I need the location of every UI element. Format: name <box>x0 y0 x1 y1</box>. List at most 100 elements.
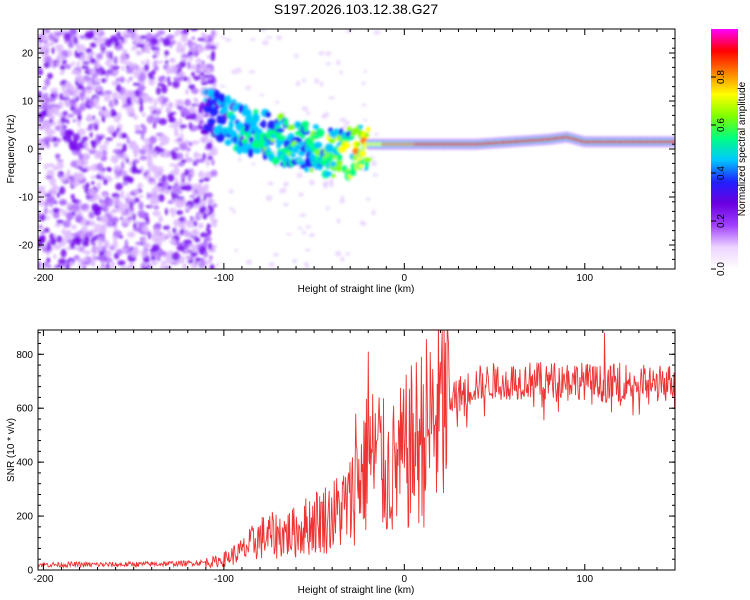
noise-blob <box>121 31 131 36</box>
noise-blob <box>93 205 102 211</box>
noise-blob <box>210 53 216 62</box>
noise-blob <box>93 96 99 105</box>
noise-blob <box>299 213 307 218</box>
noise-blob <box>61 84 66 92</box>
noise-blob <box>47 264 52 269</box>
noise-blob <box>179 142 188 151</box>
ridge-blob <box>324 143 334 153</box>
noise-blob <box>89 132 93 138</box>
noise-blob <box>268 261 275 268</box>
noise-blob <box>150 260 158 266</box>
noise-blob <box>38 185 46 190</box>
noise-blob <box>93 235 98 242</box>
noise-blob <box>371 209 376 216</box>
colorbar-gradient <box>711 29 738 269</box>
noise-blob <box>122 49 128 56</box>
noise-blob <box>185 254 192 261</box>
noise-blob <box>100 70 107 75</box>
noise-blob <box>110 64 114 74</box>
noise-blob <box>76 74 83 78</box>
noise-blob <box>46 242 51 251</box>
noise-blob <box>71 232 80 238</box>
noise-blob <box>113 230 122 238</box>
noise-blob <box>81 217 88 226</box>
colorbar-ticks: 0.0 0.2 0.4 0.6 0.8 <box>711 70 727 276</box>
noise-blob <box>286 232 293 236</box>
noise-blob <box>139 86 144 96</box>
noise-blob <box>117 130 122 139</box>
noise-blob <box>90 175 97 179</box>
noise-blob <box>106 50 110 59</box>
spectrogram-xtick-label: -100 <box>214 273 234 284</box>
noise-blob <box>56 161 64 170</box>
noise-blob <box>188 84 196 90</box>
noise-blob <box>158 118 168 126</box>
noise-blob <box>125 158 130 164</box>
noise-blob <box>295 80 301 87</box>
noise-blob <box>101 78 106 83</box>
noise-blob <box>97 170 105 175</box>
noise-blob <box>157 30 166 36</box>
noise-blob <box>98 198 103 204</box>
noise-blob <box>46 109 51 116</box>
noise-blob <box>136 43 145 48</box>
noise-blob <box>111 131 118 138</box>
spectrogram-ylabel: Frequency (Hz) <box>6 115 17 184</box>
noise-blob <box>201 205 207 212</box>
noise-blob <box>89 68 96 76</box>
noise-blob <box>206 55 212 59</box>
noise-blob <box>51 47 55 54</box>
noise-blob <box>50 87 58 93</box>
noise-blob <box>119 55 128 61</box>
noise-blob <box>129 76 133 81</box>
noise-blob <box>44 78 51 87</box>
noise-blob <box>205 63 214 69</box>
ridge-blob <box>352 155 357 161</box>
ridge-blob <box>241 138 249 144</box>
noise-blob <box>132 212 136 222</box>
noise-blob <box>104 266 111 269</box>
noise-blob <box>324 112 330 117</box>
noise-blob <box>325 51 332 56</box>
spectrogram-xtick-label: -200 <box>33 273 53 284</box>
noise-blob <box>212 203 218 208</box>
noise-blob <box>189 112 198 121</box>
noise-blob <box>87 79 93 89</box>
noise-blob <box>46 257 51 264</box>
noise-blob <box>75 214 83 223</box>
noise-blob <box>64 82 71 89</box>
noise-blob <box>81 136 89 142</box>
noise-blob <box>103 178 108 186</box>
noise-blob <box>38 118 42 122</box>
noise-blob <box>171 251 181 261</box>
noise-blob <box>43 136 52 143</box>
noise-blob <box>309 179 315 186</box>
noise-blob <box>200 139 209 143</box>
noise-blob <box>93 29 102 36</box>
noise-blob <box>190 29 199 32</box>
noise-blob <box>88 221 92 225</box>
noise-blob <box>56 153 60 161</box>
noise-blob <box>129 29 139 32</box>
noise-blob <box>206 223 212 229</box>
noise-blob <box>52 207 60 213</box>
ridge-blob <box>233 136 238 144</box>
noise-blob <box>360 222 367 226</box>
colorbar: 0.0 0.2 0.4 0.6 0.8 Normalized spectral ampl… <box>711 29 748 276</box>
noise-blob <box>73 255 80 261</box>
noise-blob <box>205 43 212 50</box>
noise-blob <box>204 259 213 265</box>
noise-blob <box>175 29 180 35</box>
ridge-blob <box>366 126 371 133</box>
noise-blob <box>76 44 86 53</box>
noise-blob <box>154 230 162 236</box>
noise-blob <box>80 168 88 173</box>
noise-blob <box>83 141 89 148</box>
noise-blob <box>111 80 119 86</box>
colorbar-label: Normalized spectral amplitude <box>737 81 748 216</box>
noise-blob <box>148 77 156 86</box>
noise-blob <box>363 118 368 122</box>
noise-blob <box>128 143 134 150</box>
noise-blob <box>157 60 164 64</box>
noise-blob <box>110 198 119 202</box>
